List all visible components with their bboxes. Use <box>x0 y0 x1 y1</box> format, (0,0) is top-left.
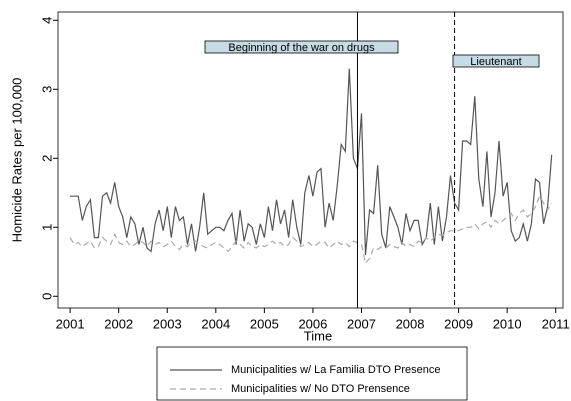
legend-label: Municipalities w/ No DTO Prensence <box>231 383 410 395</box>
event-label: Beginning of the war on drugs <box>228 42 375 54</box>
x-axis-label: Time <box>304 328 332 343</box>
x-tick-label: 2002 <box>104 316 133 331</box>
y-tick-label: 4 <box>39 17 54 24</box>
x-tick-label: 2009 <box>444 316 473 331</box>
x-tick-label: 2006 <box>298 316 327 331</box>
y-axis-label: Homicide Rates per 100,000 <box>9 78 24 243</box>
x-tick-label: 2004 <box>201 316 230 331</box>
x-tick-label: 2005 <box>250 316 279 331</box>
x-tick-label: 2003 <box>153 316 182 331</box>
x-tick-label: 2010 <box>493 316 522 331</box>
x-tick-label: 2011 <box>542 316 570 331</box>
y-tick-label: 1 <box>39 224 54 231</box>
y-tick-label: 2 <box>39 155 54 162</box>
event-label: Lieutenant <box>470 56 521 68</box>
x-tick-label: 2007 <box>347 316 376 331</box>
series-line <box>69 194 553 265</box>
x-tick-label: 2008 <box>396 316 425 331</box>
series-line <box>70 68 553 255</box>
x-tick-label: 2001 <box>56 316 85 331</box>
event-label-box <box>452 54 540 68</box>
plot-frame <box>57 11 564 309</box>
legend-box <box>156 346 468 401</box>
y-tick-label: 3 <box>39 86 54 93</box>
legend-label: Municipalities w/ La Familia DTO Presenc… <box>231 364 440 376</box>
y-tick-label: 0 <box>39 293 54 300</box>
event-label-box <box>204 40 399 54</box>
